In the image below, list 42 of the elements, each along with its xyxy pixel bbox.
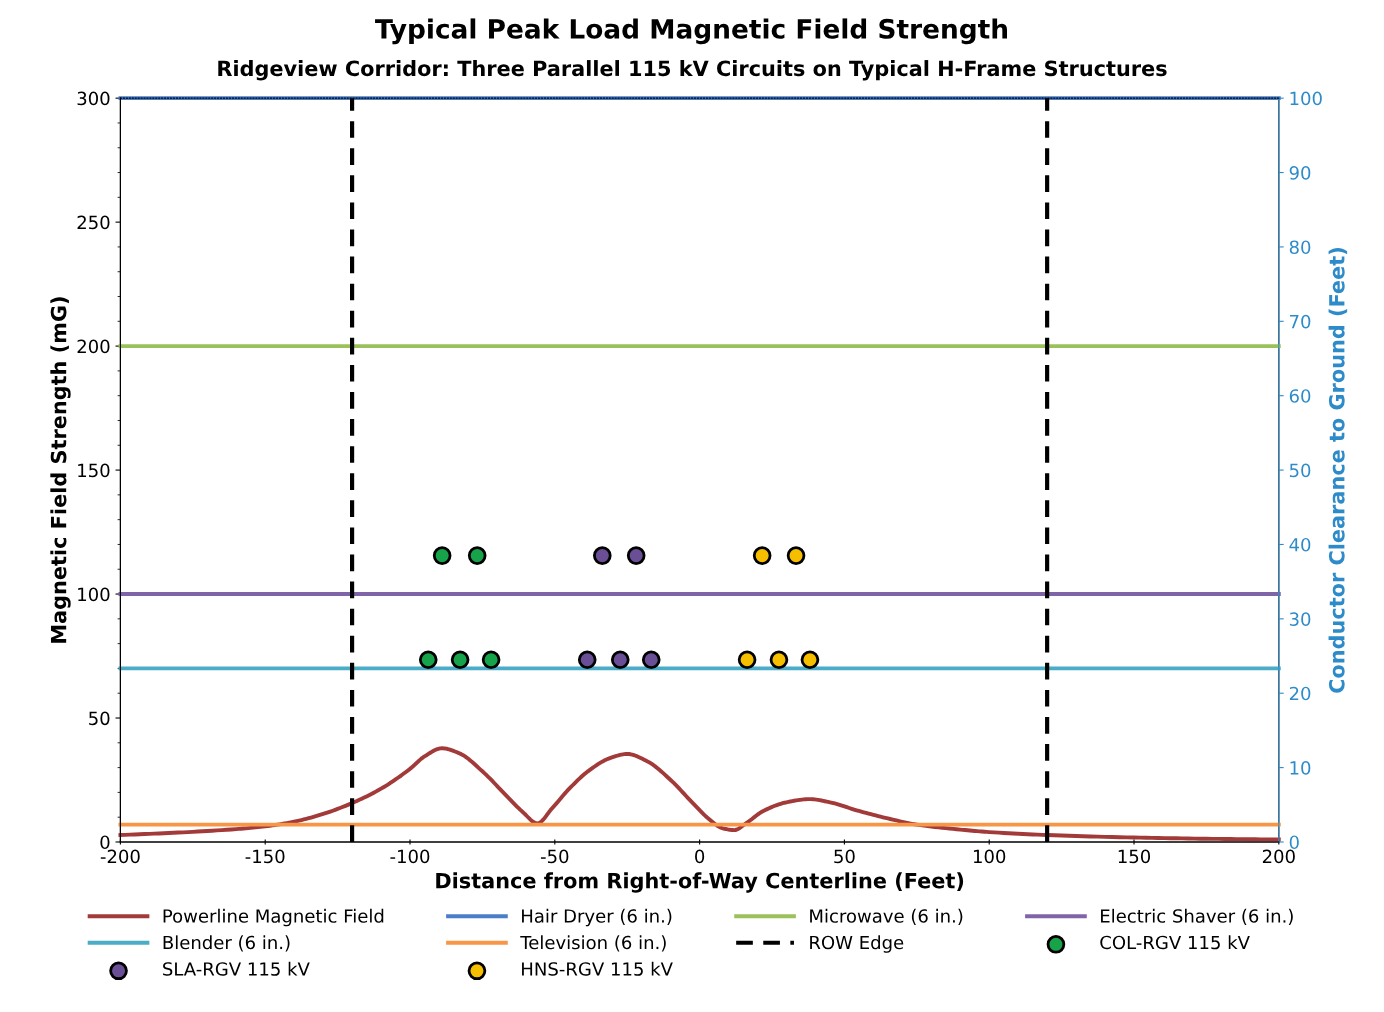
x-tick-label: -150: [245, 849, 285, 864]
legend-label: Blender (6 in.): [163, 935, 290, 952]
y2-tick-label: 80: [1289, 240, 1311, 255]
x-tick-label: 100: [973, 849, 1006, 864]
legend-label: Hair Dryer (6 in.): [522, 908, 672, 927]
legend-label: HNS-RGV 115 kV: [522, 961, 673, 976]
x-tick-label: 50: [834, 849, 855, 864]
x-tick-label: 200: [1262, 849, 1295, 864]
y2-tick-label: 50: [1289, 463, 1311, 478]
legend-label: ROW Edge: [810, 935, 904, 953]
y2-tick-label: 90: [1289, 166, 1311, 180]
y-tick-label: 100: [78, 587, 110, 602]
y-tick-label: 0: [100, 835, 110, 850]
y-axis-title: Magnetic Field Strength (mG): [50, 297, 71, 643]
legend-label: COL-RGV 115 kV: [1100, 935, 1250, 950]
x-tick-label: 150: [1118, 849, 1151, 864]
y2-tick-label: 40: [1289, 537, 1311, 552]
y-tick-label: 300: [77, 91, 110, 106]
legend-label: SLA-RGV 115 kV: [163, 961, 310, 976]
chart-title: Typical Peak Load Magnetic Field Strength: [375, 18, 1007, 45]
y2-axis-title: Conductor Clearance to Ground (Feet): [1328, 248, 1348, 693]
y-tick-label: 250: [77, 215, 110, 230]
y2-tick-label: 100: [1290, 91, 1322, 106]
x-axis-title: Distance from Right-of-Way Centerline (Feet): [436, 872, 964, 893]
y2-tick-label: 60: [1289, 389, 1311, 403]
chart-subtitle: Ridgeview Corridor: Three Parallel 115 kV Circuits on Typical H-Frame Structures: [218, 60, 1167, 81]
legend-label: Powerline Magnetic Field: [163, 908, 384, 927]
legend-label: Electric Shaver (6 in.): [1101, 908, 1293, 925]
y-tick-label: 150: [78, 463, 110, 478]
x-tick-label: -100: [390, 849, 430, 864]
legend-label: Microwave (6 in.): [810, 908, 963, 925]
y2-tick-label: 10: [1290, 761, 1311, 775]
y2-tick-label: 30: [1289, 612, 1311, 626]
y2-tick-label: 70: [1290, 314, 1311, 329]
x-tick-label: 0: [695, 849, 705, 864]
x-tick-label: -50: [540, 849, 569, 864]
y-tick-label: 50: [89, 711, 110, 726]
y2-tick-label: 0: [1289, 835, 1299, 850]
y-tick-label: 200: [77, 339, 110, 354]
legend-label: Television (6 in.): [520, 935, 666, 952]
y2-tick-label: 20: [1289, 686, 1311, 701]
x-tick-label: -200: [100, 849, 140, 864]
